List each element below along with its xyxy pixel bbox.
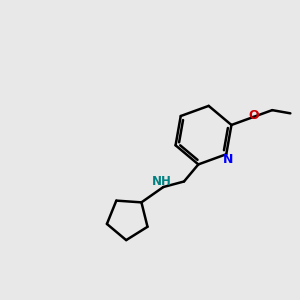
Text: N: N [223,153,233,166]
Text: O: O [249,109,260,122]
Text: NH: NH [152,175,172,188]
